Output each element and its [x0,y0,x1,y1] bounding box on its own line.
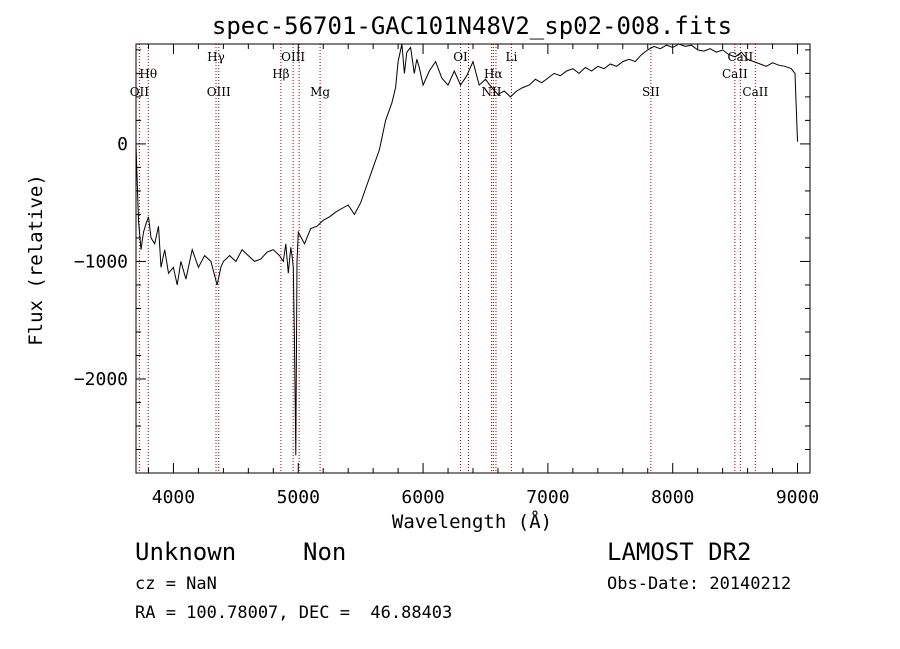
x-tick-label: 4000 [152,487,195,508]
y-axis-label: Flux (relative) [25,174,47,346]
x-tick-label: 8000 [651,487,694,508]
y-tick-label: −2000 [74,369,128,390]
y-tick-label: −1000 [74,251,128,272]
annotation-label: CaII [727,50,753,64]
annotation-label: CaII [722,67,748,81]
cz-value: cz = NaN [135,574,217,594]
annotation-label: CaII [742,85,768,99]
annotation-label: NII [481,85,501,99]
annotation-label: OIII [281,50,305,64]
annotation-label: Hγ [207,50,225,64]
ra-dec-value: RA = 100.78007, DEC = 46.88403 [135,603,453,623]
annotation-label: Hβ [272,67,289,81]
annotation-label: SII [642,85,660,99]
chart-title: spec-56701-GAC101N48V2_sp02-008.fits [212,12,732,40]
annotation-label: OII [130,85,150,99]
spectrum-line [135,43,798,456]
x-tick-label: 5000 [277,487,320,508]
annotation-label: Li [506,50,518,64]
annotation-label: Hθ [139,67,157,81]
x-axis-label: Wavelength (Å) [392,510,552,533]
annotation-label: Hα [484,67,503,81]
x-tick-label: 9000 [776,487,819,508]
y-tick-label: 0 [117,134,128,155]
class-label: Unknown [135,538,237,566]
x-axis: 4000 5000 6000 7000 8000 9000 [147,44,819,508]
annotation-label: Mg [310,85,330,99]
annotation-label: OIII [207,85,231,99]
annotation-label: OI [453,50,468,64]
survey-label: LAMOST DR2 [607,538,752,566]
subclass-label: Non [303,538,347,566]
x-tick-label: 6000 [401,487,444,508]
x-tick-label: 7000 [526,487,569,508]
y-axis: −2000 −1000 0 [74,49,810,450]
obs-date: Obs-Date: 20140212 [607,574,792,594]
